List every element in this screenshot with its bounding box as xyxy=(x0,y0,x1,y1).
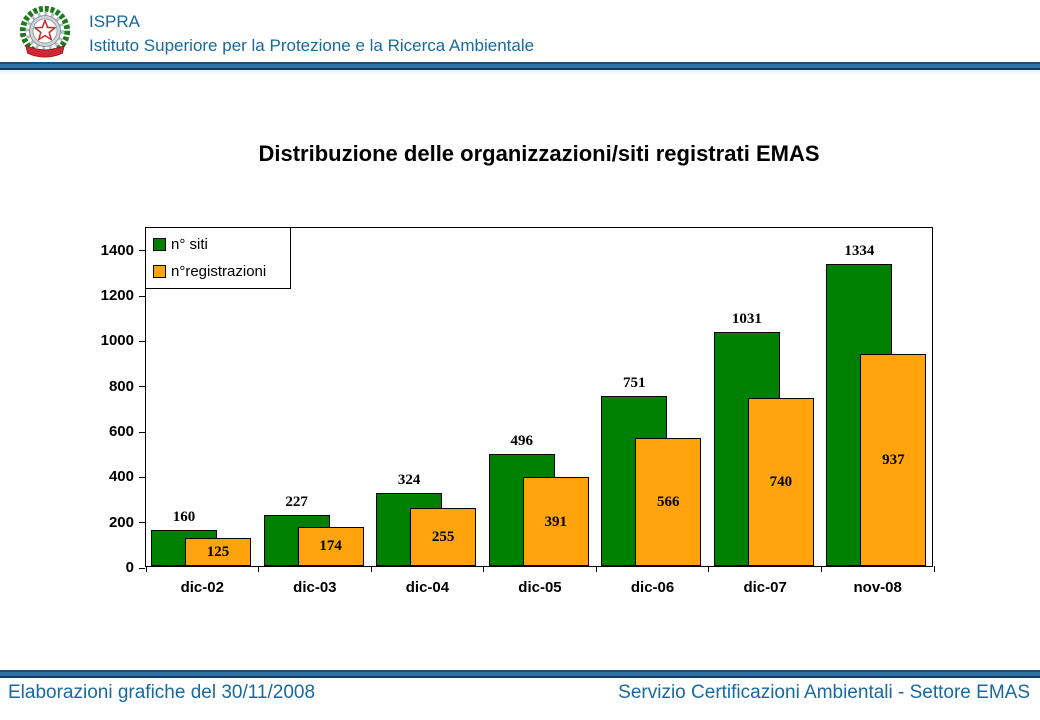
bar-registrazioni xyxy=(747,398,814,566)
category-label: dic-05 xyxy=(518,579,562,596)
value-label-siti: 1031 xyxy=(731,311,762,328)
plot-area: n° siti n°registrazioni 0 200 400 600 800 100… xyxy=(101,227,935,596)
bar-registrazioni xyxy=(522,477,589,566)
category-label: dic-02 xyxy=(180,579,224,596)
header-divider-glow xyxy=(0,70,1040,76)
org-acronym: ISPRA xyxy=(89,12,141,31)
y-axis-label: 400 xyxy=(108,468,134,486)
value-label-registrazioni: 125 xyxy=(206,543,230,560)
value-label-siti: 324 xyxy=(397,471,421,488)
y-axis-label: 200 xyxy=(108,513,134,531)
x-axis-tick xyxy=(595,566,597,572)
value-label-siti: 496 xyxy=(510,432,533,449)
y-axis-label: 0 xyxy=(125,559,134,576)
y-axis-tick xyxy=(139,522,145,524)
footer-note-left: Elaborazioni grafiche del 30/11/2008 xyxy=(8,682,316,703)
value-label-siti: 227 xyxy=(285,493,308,510)
value-label-siti: 160 xyxy=(172,508,196,525)
y-axis-tick xyxy=(139,567,145,569)
x-axis-tick xyxy=(933,566,935,572)
value-label-registrazioni: 255 xyxy=(431,529,455,546)
category-label: dic-07 xyxy=(743,579,787,596)
value-label-registrazioni: 174 xyxy=(319,538,342,555)
bar-registrazioni xyxy=(185,537,251,566)
x-axis-tick xyxy=(145,566,147,572)
x-axis-tick xyxy=(708,566,710,572)
y-axis-label: 800 xyxy=(108,377,134,395)
y-axis-tick xyxy=(139,431,145,433)
value-label-siti: 751 xyxy=(623,374,646,391)
category-label: dic-06 xyxy=(630,579,675,596)
x-axis-tick xyxy=(370,566,372,572)
legend-item-siti: n° siti xyxy=(153,236,284,253)
y-axis-tick xyxy=(139,340,145,342)
bar-registrazioni xyxy=(635,437,702,566)
category-label: nov-08 xyxy=(853,579,902,596)
chart-title: Distribuzione delle organizzazioni/siti … xyxy=(258,141,820,166)
bar-registrazioni xyxy=(410,508,477,566)
category-label: dic-03 xyxy=(293,579,337,596)
y-axis-label: 600 xyxy=(108,423,134,440)
org-full-name: Istituto Superiore per la Protezione e l… xyxy=(89,36,535,55)
footer-note-right: Servizio Certificazioni Ambientali - Set… xyxy=(618,682,1030,703)
x-axis-tick xyxy=(483,566,485,572)
value-label-registrazioni: 937 xyxy=(882,451,905,468)
y-axis-tick xyxy=(139,295,145,297)
x-axis-tick xyxy=(820,566,822,572)
y-axis-label: 1200 xyxy=(100,287,134,304)
value-label-registrazioni: 391 xyxy=(544,513,567,530)
bar-registrazioni xyxy=(297,526,364,566)
category-label: dic-04 xyxy=(405,579,450,596)
y-axis-label: 1400 xyxy=(100,241,134,259)
bar-registrazioni xyxy=(860,353,927,566)
value-label-siti: 1334 xyxy=(844,242,875,259)
chart-legend: n° siti n°registrazioni xyxy=(145,227,291,289)
italian-republic-emblem-icon xyxy=(19,5,71,58)
value-label-registrazioni: 566 xyxy=(657,493,680,510)
legend-swatch-registrazioni-icon xyxy=(153,265,166,278)
y-axis-tick xyxy=(139,386,145,388)
legend-label-siti: n° siti xyxy=(171,236,208,253)
legend-label-registrazioni: n°registrazioni xyxy=(171,263,267,280)
value-label-registrazioni: 740 xyxy=(769,474,793,491)
y-axis-tick xyxy=(139,250,145,252)
x-axis-tick xyxy=(258,566,260,572)
legend-item-registrazioni: n°registrazioni xyxy=(153,263,284,280)
y-axis-tick xyxy=(139,476,145,478)
legend-swatch-siti-icon xyxy=(153,238,166,251)
y-axis-label: 1000 xyxy=(100,332,134,350)
header-divider xyxy=(0,62,1040,70)
footer-divider xyxy=(0,670,1040,678)
